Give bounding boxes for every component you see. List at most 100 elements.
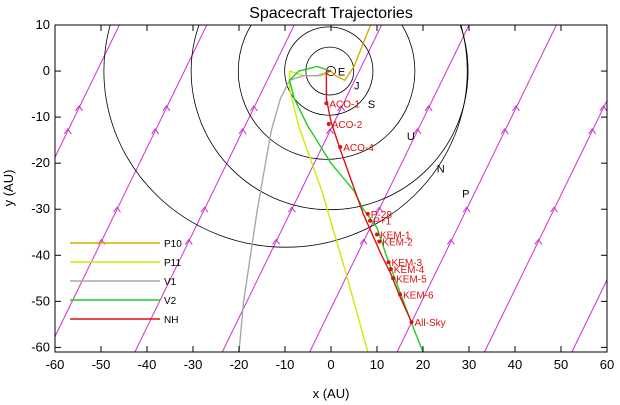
flow-arrow-icon <box>599 105 607 112</box>
flow-arrow-icon <box>10 239 17 244</box>
flow-arrow-icon <box>184 238 193 245</box>
flow-arrow-icon <box>375 206 384 213</box>
flow-line <box>134 25 295 352</box>
flow-arrow-icon <box>337 105 346 112</box>
orbit-labels: EJS U N P <box>338 67 470 201</box>
flow-arrow-icon <box>162 105 171 112</box>
flow-arrow-icon <box>113 206 121 213</box>
orbit-label-p: P <box>462 189 469 201</box>
orbit-label-j: J <box>354 80 360 92</box>
flow-arrow-icon <box>359 238 368 245</box>
event-point-kem-4 <box>388 267 393 272</box>
planet-orbits <box>103 25 469 248</box>
orbit-label-u: U <box>407 131 415 143</box>
series-line-v1 <box>238 70 332 352</box>
event-label-kem-3: KEM-3 <box>392 258 423 269</box>
series-line-v2 <box>288 65 424 352</box>
orbit-label-e: E <box>338 67 345 79</box>
y-tick-label: -40 <box>31 247 50 262</box>
flow-arrow-icon <box>249 105 258 112</box>
x-tick-label: -50 <box>92 357 111 372</box>
legend-label-v2: V2 <box>164 296 177 307</box>
y-tick-label: -60 <box>31 339 50 354</box>
flow-arrow-icon <box>588 128 597 135</box>
event-label-kem-6: KEM-6 <box>403 290 434 301</box>
y-tick-label: -20 <box>31 155 50 170</box>
flow-arrow-icon <box>534 238 543 245</box>
event-label-aco-4: ACO-4 <box>343 143 374 154</box>
event-label-kem-2: KEM-2 <box>382 237 413 248</box>
event-point-kem-5 <box>391 276 396 281</box>
event-point-kem-6 <box>398 292 402 297</box>
event-point-aco-1 <box>324 101 329 106</box>
event-label-aco-2: ACO-2 <box>332 120 363 131</box>
event-point-kem-1 <box>375 232 379 237</box>
event-label-aco-1: ACO-1 <box>329 99 360 110</box>
orbit-n <box>190 25 469 211</box>
orbit-label-n: N <box>437 163 445 175</box>
flow-arrow-icon <box>63 128 72 135</box>
event-point-p-1 <box>368 218 373 223</box>
flow-line <box>309 25 470 352</box>
trajectory-series <box>238 25 424 352</box>
flow-arrow-icon <box>447 238 455 245</box>
x-tick-label: 10 <box>370 357 384 372</box>
flow-lines <box>10 25 607 352</box>
flow-arrow-icon <box>500 128 509 135</box>
flow-line <box>571 278 607 352</box>
event-point-aco-4 <box>338 145 343 150</box>
event-point-aco-2 <box>326 122 331 127</box>
flow-arrow-icon <box>512 105 520 112</box>
y-axis-label: y (AU) <box>1 170 16 207</box>
event-label-kem-1: KEM-1 <box>380 231 411 242</box>
x-axis-label: x (AU) <box>313 386 350 401</box>
legend-label-p10: P10 <box>164 239 182 250</box>
flow-arrow-icon <box>238 128 247 135</box>
event-point-p-28 <box>365 211 370 216</box>
y-tick-label: 10 <box>36 17 50 32</box>
event-label-all-sky: All-Sky <box>415 318 446 329</box>
flow-line <box>484 99 607 352</box>
x-tick-label: -20 <box>230 357 249 372</box>
x-tick-label: 0 <box>327 357 334 372</box>
x-tick-label: 20 <box>416 357 430 372</box>
event-point-all-sky <box>409 320 414 325</box>
x-tick-label: 40 <box>508 357 522 372</box>
y-tick-label: 0 <box>43 63 50 78</box>
event-label-kem-4: KEM-4 <box>394 265 425 276</box>
y-tick-label: -50 <box>31 293 50 308</box>
plot-area: ACO-1ACO-2ACO-4P-28P+1KEM-1KEM-2KEM-3KEM… <box>10 25 607 352</box>
x-tick-label: -60 <box>46 357 65 372</box>
flow-arrow-icon <box>200 206 209 213</box>
y-tick-label: -30 <box>31 201 50 216</box>
orbit-label-s: S <box>368 99 375 111</box>
flow-line <box>396 25 557 352</box>
flow-line <box>221 25 383 352</box>
event-label-p-28: P-28 <box>371 210 393 221</box>
event-label-kem-5: KEM-5 <box>396 274 427 285</box>
flow-arrow-icon <box>75 105 83 112</box>
series-line-nh <box>325 70 413 323</box>
flow-arrow-icon <box>272 238 281 245</box>
flow-line <box>55 25 208 338</box>
x-tick-label: 30 <box>462 357 476 372</box>
flow-arrow-icon <box>151 128 160 135</box>
plot-frame <box>54 24 608 353</box>
orbit-s <box>284 26 374 116</box>
legend: P10 P11 V1 V2 NH <box>70 239 182 326</box>
event-label-p-1: P+1 <box>373 217 392 228</box>
x-tick-label: 60 <box>600 357 614 372</box>
event-markers: ACO-1ACO-2ACO-4P-28P+1KEM-1KEM-2KEM-3KEM… <box>324 99 446 329</box>
y-tick-label: -10 <box>31 109 50 124</box>
series-line-p10 <box>330 25 372 82</box>
orbit-u <box>237 25 416 160</box>
axes: -60 -50 -40 -30 -20 -10 0 10 20 30 40 50 60 10 0 -10 -20… <box>31 17 614 372</box>
flow-arrow-icon <box>287 206 296 213</box>
x-tick-label: -10 <box>276 357 295 372</box>
legend-label-p11: P11 <box>164 258 181 269</box>
x-tick-label: 50 <box>554 357 568 372</box>
x-tick-label: -30 <box>184 357 203 372</box>
legend-label-nh: NH <box>164 315 178 326</box>
flow-arrow-icon <box>424 105 433 112</box>
x-tick-label: -40 <box>138 357 157 372</box>
